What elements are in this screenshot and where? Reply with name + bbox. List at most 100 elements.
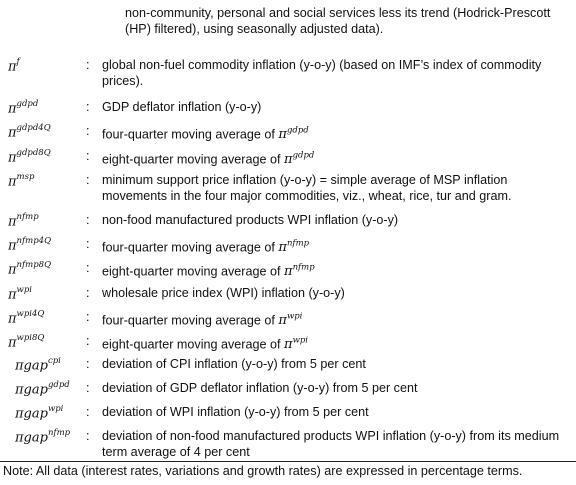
symbol-base: πgap (15, 430, 48, 446)
description-text: four-quarter moving average of (102, 240, 279, 255)
symbol-base: π (8, 59, 17, 75)
definition-colon: : (86, 381, 90, 395)
symbol-superscript: nfmp8Q (16, 260, 52, 270)
symbol-superscript: f (16, 57, 20, 67)
inline-symbol-superscript: gdpd (292, 151, 315, 161)
symbol-superscript: gdpd (47, 380, 70, 390)
symbol-base: πgap (15, 382, 48, 398)
definition-symbol: πgdpd (8, 99, 39, 117)
inline-symbol: πnfmp (278, 239, 310, 256)
definition-symbol: πgapcpi (15, 356, 61, 374)
definition-description: eight-quarter moving average of πwpi (102, 334, 572, 353)
description-text: deviation of WPI inflation (y-o-y) from … (102, 405, 369, 419)
definition-description: deviation of CPI inflation (y-o-y) from … (102, 357, 572, 373)
definition-colon: : (86, 237, 90, 251)
definition-symbol: πgapwpi (15, 404, 64, 422)
inline-symbol-base: π (284, 337, 293, 353)
description-text: eight-quarter moving average of (102, 264, 285, 279)
symbol-base: π (8, 287, 17, 303)
definition-description: eight-quarter moving average of πnfmp (102, 261, 572, 280)
note-divider (0, 461, 576, 462)
definition-colon: : (86, 405, 90, 419)
definition-symbol: πgapgdpd (15, 380, 70, 398)
inline-symbol: πwpi (278, 312, 303, 329)
symbol-base: πgap (15, 406, 48, 422)
symbol-base: π (8, 335, 17, 351)
inline-symbol: πwpi (284, 336, 308, 353)
symbol-base: π (8, 238, 17, 254)
symbol-superscript: cpi (47, 356, 61, 366)
definition-colon: : (86, 124, 90, 138)
symbol-superscript: wpi (47, 404, 64, 414)
definition-description: global non-fuel commodity inflation (y-o… (102, 58, 572, 89)
symbol-base: π (8, 214, 17, 230)
description-text: minimum support price inflation (y-o-y) … (102, 173, 512, 203)
definition-colon: : (86, 173, 90, 187)
inline-symbol-base: π (278, 313, 287, 329)
description-text: deviation of non-food manufactured produ… (102, 429, 560, 459)
symbol-base: πgap (15, 358, 48, 374)
symbol-superscript: nfmp (47, 428, 71, 438)
footnote: Note: All data (interest rates, variatio… (3, 464, 523, 478)
definition-description: four-quarter moving average of πwpi (102, 310, 572, 329)
definition-description: deviation of non-food manufactured produ… (102, 429, 572, 460)
definition-description: deviation of GDP deflator inflation (y-o… (102, 381, 572, 397)
definition-description: GDP deflator inflation (y-o-y) (102, 100, 572, 116)
symbol-base: π (8, 174, 17, 190)
definition-colon: : (86, 286, 90, 300)
inline-symbol-superscript: wpi (286, 312, 303, 322)
inline-symbol-base: π (284, 152, 293, 168)
symbol-superscript: gdpd (16, 99, 39, 109)
definition-symbol: πwpi (8, 285, 32, 303)
symbol-superscript: nfmp (16, 212, 39, 222)
description-text: GDP deflator inflation (y-o-y) (102, 100, 262, 114)
symbol-superscript: wpi (16, 285, 32, 295)
inline-symbol-superscript: nfmp (292, 263, 315, 273)
inline-symbol-superscript: nfmp (286, 239, 310, 249)
symbol-superscript: nfmp4Q (16, 236, 52, 246)
definition-description: deviation of WPI inflation (y-o-y) from … (102, 405, 572, 421)
inline-symbol-superscript: gdpd (286, 126, 309, 136)
definition-symbol: πgdpd8Q (8, 148, 51, 166)
inline-symbol-base: π (284, 264, 293, 280)
definition-colon: : (86, 261, 90, 275)
definition-symbol: πnfmp4Q (8, 236, 52, 254)
symbol-superscript: gdpd4Q (16, 123, 51, 133)
description-text: deviation of GDP deflator inflation (y-o… (102, 381, 418, 395)
inline-symbol-base: π (278, 127, 287, 143)
definition-colon: : (86, 334, 90, 348)
definition-symbol: πf (8, 57, 20, 75)
definition-symbol: πwpi4Q (8, 309, 44, 327)
definition-symbol: πgdpd4Q (8, 123, 51, 141)
inline-symbol: πgdpd (278, 126, 309, 143)
description-text: eight-quarter moving average of (102, 337, 285, 352)
definition-colon: : (86, 149, 90, 163)
description-text: non-food manufactured products WPI infla… (102, 213, 399, 227)
symbol-superscript: wpi8Q (16, 333, 45, 343)
definition-description: wholesale price index (WPI) inflation (y… (102, 286, 572, 302)
inline-symbol: πnfmp (284, 263, 315, 280)
symbol-base: π (8, 150, 17, 166)
inline-symbol-base: π (278, 240, 287, 256)
definition-description: four-quarter moving average of πgdpd (102, 124, 572, 143)
definition-colon: : (86, 58, 90, 72)
definition-symbol: πnfmp8Q (8, 260, 52, 277)
definition-colon: : (86, 310, 90, 324)
inline-symbol-superscript: wpi (292, 336, 308, 346)
definition-colon: : (86, 213, 90, 227)
symbol-superscript: gdpd8Q (16, 148, 51, 158)
definition-description: eight-quarter moving average of πgdpd (102, 149, 572, 168)
definition-description: minimum support price inflation (y-o-y) … (102, 173, 572, 204)
description-text: four-quarter moving average of (102, 127, 279, 142)
definition-description: non-food manufactured products WPI infla… (102, 213, 572, 229)
symbol-base: π (8, 101, 17, 117)
definition-symbol: πwpi8Q (8, 333, 45, 351)
description-text: deviation of CPI inflation (y-o-y) from … (102, 357, 366, 371)
definition-symbol: πmsp (8, 172, 35, 190)
symbol-superscript: msp (16, 172, 35, 182)
symbol-base: π (8, 125, 17, 141)
definition-description: four-quarter moving average of πnfmp (102, 237, 572, 256)
symbol-base: π (8, 311, 17, 327)
definition-symbol: πnfmp (8, 212, 39, 230)
definition-symbol: πgapnfmp (15, 428, 71, 446)
